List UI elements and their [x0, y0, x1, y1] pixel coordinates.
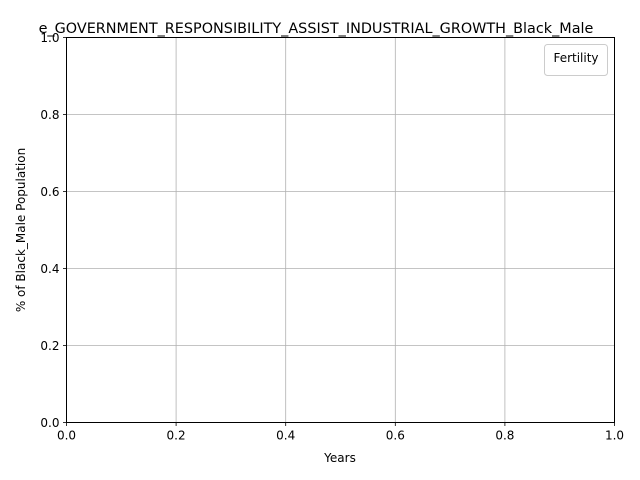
legend-box [544, 44, 608, 76]
plot-area [66, 37, 615, 423]
x-tick-label: 1.0 [605, 429, 624, 443]
legend-title: Fertility [553, 51, 598, 65]
y-tick-label: 0.6 [40, 185, 59, 199]
y-tick-label: 1.0 [40, 31, 59, 45]
y-axis-label: % of Black_Male Population [14, 148, 28, 312]
y-tick-label: 0.4 [40, 262, 59, 276]
x-axis-ticks: 0.0 0.2 0.4 0.6 0.8 1.0 [57, 422, 624, 443]
y-tick-label: 0.2 [40, 339, 59, 353]
grid [66, 37, 615, 423]
x-axis-label: Years [323, 451, 356, 465]
x-tick-label: 0.8 [495, 429, 514, 443]
chart-title: e_GOVERNMENT_RESPONSIBILITY_ASSIST_INDUS… [39, 21, 594, 37]
x-tick-label: 0.2 [167, 429, 186, 443]
y-axis-ticks: 0.0 0.2 0.4 0.6 0.8 1.0 [40, 31, 67, 430]
x-tick-label: 0.0 [57, 429, 76, 443]
y-tick-label: 0.8 [40, 108, 59, 122]
x-tick-label: 0.6 [386, 429, 405, 443]
legend: Fertility [544, 44, 608, 76]
y-tick-label: 0.0 [40, 416, 59, 430]
x-tick-label: 0.4 [276, 429, 295, 443]
